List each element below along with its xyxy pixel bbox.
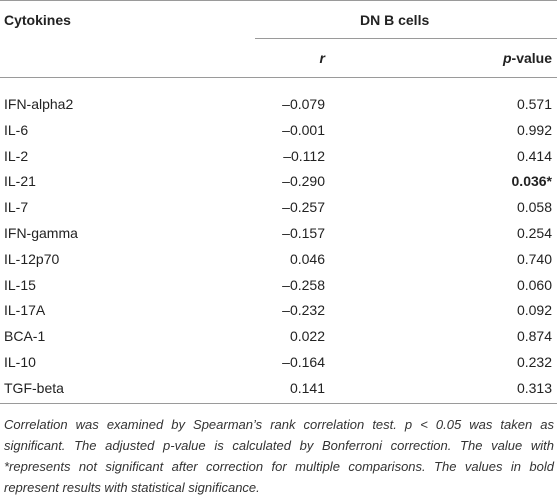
cytokine-name: IL-2 (4, 147, 29, 164)
header-p-rest: -value (511, 50, 552, 66)
group-rule (255, 38, 557, 39)
cytokine-name: IL-6 (4, 121, 29, 138)
r-value: –0.232 (282, 302, 325, 319)
header-group: DN B cells (360, 12, 430, 28)
p-value: 0.058 (516, 199, 552, 216)
p-value: 0.414 (516, 147, 552, 164)
r-value: 0.046 (289, 250, 325, 267)
cytokine-name: TGF-beta (4, 379, 64, 396)
cytokine-name: IL-17A (4, 302, 46, 319)
cytokine-name: IFN-alpha2 (4, 96, 74, 112)
r-value: –0.257 (282, 199, 325, 216)
r-value: –0.112 (283, 147, 325, 164)
top-rule (0, 0, 557, 1)
p-value: 0.313 (516, 379, 552, 396)
p-value: 0.254 (516, 225, 552, 241)
cytokine-name: BCA-1 (4, 328, 46, 345)
header-cytokines: Cytokines (4, 12, 71, 28)
header-p: p-value (503, 49, 552, 67)
r-value: –0.157 (282, 225, 325, 241)
r-value: –0.258 (282, 276, 325, 293)
r-value: –0.290 (282, 173, 325, 190)
cytokine-name: IL-12p70 (4, 250, 60, 267)
r-value: –0.164 (282, 354, 325, 370)
r-value: 0.022 (289, 328, 325, 345)
cytokine-name: IL-10 (4, 354, 36, 370)
p-value: 0.992 (516, 121, 552, 138)
p-value: 0.571 (516, 96, 552, 112)
header-p-italic: p (502, 50, 512, 66)
r-value: –0.079 (282, 96, 325, 112)
bottom-rule (0, 403, 557, 404)
p-value: 0.092 (516, 302, 552, 319)
header-r: r (319, 50, 325, 66)
footnote: Correlation was examined by Spearman’s r… (4, 417, 554, 495)
r-value: –0.001 (282, 121, 325, 138)
p-value: 0.232 (516, 354, 552, 370)
p-value: 0.740 (516, 250, 552, 267)
r-value: 0.141 (289, 379, 325, 396)
p-value: 0.060 (516, 276, 552, 293)
p-value: 0.036* (511, 173, 552, 190)
p-value: 0.874 (516, 328, 552, 345)
cytokine-name: IL-15 (4, 276, 36, 293)
cytokine-name: IFN-gamma (4, 225, 78, 241)
cytokine-name: IL-7 (4, 199, 29, 216)
header-rule (0, 77, 557, 78)
cytokine-name: IL-21 (4, 173, 36, 190)
